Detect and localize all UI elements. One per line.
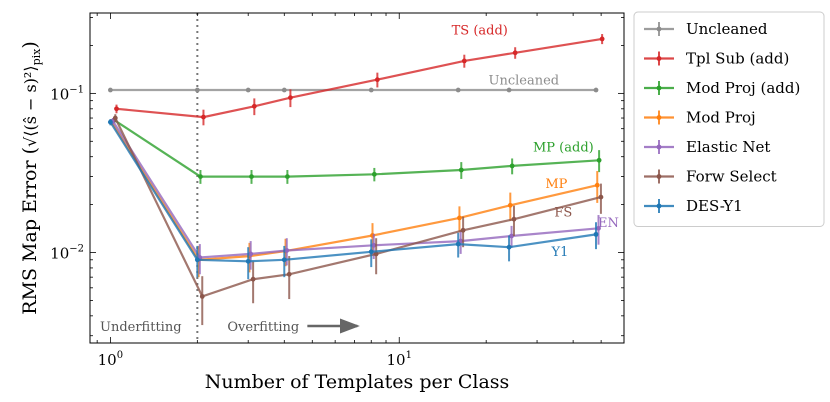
series-label-tpl-sub-add-: TS (add): [452, 23, 508, 38]
data-point-tpl-sub-add-: [374, 77, 380, 83]
data-point-uncleaned: [194, 87, 200, 93]
data-point-mod-proj-add-: [198, 174, 203, 179]
data-point-des-y1: [107, 119, 113, 125]
underfitting-label: Underfitting: [100, 320, 182, 335]
data-point-uncleaned: [593, 87, 599, 93]
legend-label-uncleaned: Uncleaned: [686, 20, 768, 38]
legend-marker-forw-select: [656, 174, 662, 179]
legend-marker-tpl-sub-add-: [656, 56, 662, 61]
data-point-forw-select: [250, 276, 256, 282]
legend: Uncleaned Tpl Sub (add) Mod Proj (add) Mod …: [633, 11, 825, 227]
y-axis-label: RMS Map Error (√⟨(ŝ − s)²⟩pix): [19, 41, 43, 315]
data-point-uncleaned: [455, 87, 461, 93]
legend-label-mod-proj-add-: Mod Proj (add): [686, 79, 800, 97]
data-point-des-y1: [194, 257, 200, 263]
legend-label-mod-proj: Mod Proj: [686, 109, 756, 127]
annotations: Underfitting Overfitting: [100, 318, 360, 335]
data-point-mod-proj: [594, 182, 600, 188]
data-point-mod-proj-add-: [249, 174, 254, 179]
data-point-des-y1: [593, 231, 599, 237]
data-point-forw-select: [511, 216, 517, 222]
data-point-des-y1: [245, 258, 251, 264]
series-label-forw-select: FS: [554, 206, 572, 221]
data-point-uncleaned: [368, 87, 374, 93]
legend-marker-uncleaned: [656, 26, 662, 32]
data-point-tpl-sub-add-: [251, 103, 257, 109]
axes: 100 101 10−2 10−1 Number of Templates per Cl…: [19, 12, 625, 393]
data-point-uncleaned: [107, 87, 113, 93]
data-point-tpl-sub-add-: [512, 50, 518, 56]
data-point-uncleaned: [281, 87, 287, 93]
data-point-forw-select: [112, 115, 118, 121]
plot-area: Uncleaned TS (add) MP (add) MP EN FS Y1: [107, 13, 619, 343]
data-point-mod-proj-add-: [458, 167, 464, 173]
data-point-mod-proj-add-: [596, 157, 602, 163]
series-label-elastic-net: EN: [598, 216, 619, 231]
series-line-forw-select: [114, 117, 602, 298]
data-point-tpl-sub-add-: [201, 114, 206, 120]
data-point-forw-select: [199, 293, 205, 299]
data-point-elastic-net: [284, 248, 290, 253]
series-label-des-y1: Y1: [550, 245, 568, 260]
data-point-mod-proj: [457, 215, 462, 221]
data-point-mod-proj-add-: [371, 171, 377, 177]
data-point-forw-select: [460, 227, 466, 233]
legend-box: [633, 11, 825, 227]
legend-marker-mod-proj: [656, 115, 662, 120]
x-tick-label: 101: [386, 350, 411, 369]
data-point-elastic-net: [248, 251, 254, 257]
legend-label-tpl-sub-add-: Tpl Sub (add): [686, 50, 789, 68]
axes-frame: [89, 12, 625, 344]
data-point-elastic-net: [371, 242, 377, 248]
series-line-mod-proj-add-: [113, 119, 600, 178]
data-point-uncleaned: [245, 87, 251, 93]
series-line-des-y1: [109, 121, 597, 263]
legend-marker-mod-proj-add-: [656, 85, 662, 91]
series-label-mod-proj: MP: [545, 177, 567, 192]
data-point-des-y1: [368, 249, 374, 255]
data-point-uncleaned: [506, 87, 512, 93]
data-point-elastic-net: [509, 233, 514, 239]
x-tick-label: 100: [98, 350, 123, 369]
legend-marker-elastic-net: [656, 144, 662, 150]
data-point-tpl-sub-add-: [114, 106, 119, 112]
data-point-forw-select: [286, 271, 292, 277]
data-point-elastic-net: [596, 225, 601, 231]
data-point-des-y1: [455, 241, 461, 247]
data-point-forw-select: [373, 251, 379, 257]
legend-label-elastic-net: Elastic Net: [686, 138, 770, 156]
series-line-elastic-net: [111, 120, 599, 259]
data-point-mod-proj: [507, 202, 513, 208]
data-point-forw-select: [598, 194, 604, 200]
series-label-uncleaned: Uncleaned: [489, 73, 560, 88]
y-tick-label: 10−2: [50, 244, 84, 263]
data-point-des-y1: [506, 244, 512, 250]
data-point-mod-proj-add-: [509, 163, 515, 169]
legend-marker-des-y1: [656, 203, 662, 209]
legend-label-des-y1: DES-Y1: [686, 197, 743, 215]
data-point-tpl-sub-add-: [599, 36, 605, 42]
overfitting-label: Overfitting: [227, 320, 299, 335]
data-point-mod-proj-add-: [284, 174, 290, 179]
legend-label-forw-select: Forw Select: [686, 168, 777, 186]
data-point-tpl-sub-add-: [461, 58, 467, 64]
series-line-tpl-sub-add-: [116, 37, 603, 119]
series-label-mod-proj-add-: MP (add): [533, 141, 594, 156]
data-point-des-y1: [281, 257, 287, 263]
data-point-tpl-sub-add-: [288, 95, 293, 101]
y-tick-label: 10−1: [50, 84, 84, 103]
x-axis-label: Number of Templates per Class: [205, 371, 510, 393]
